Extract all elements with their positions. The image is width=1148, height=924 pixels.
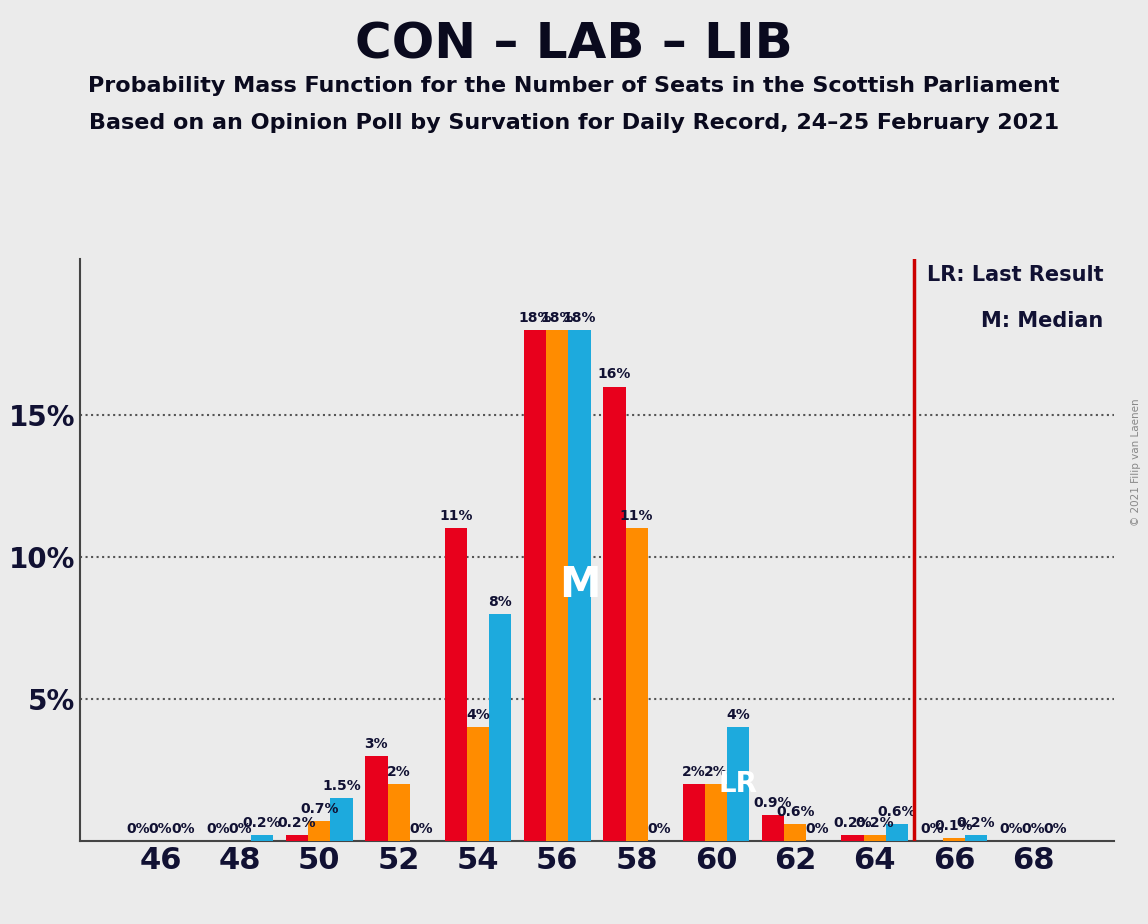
Bar bbox=[943, 838, 965, 841]
Bar bbox=[546, 330, 568, 841]
Bar bbox=[489, 614, 511, 841]
Bar bbox=[784, 824, 806, 841]
Text: 0%: 0% bbox=[920, 821, 944, 835]
Text: Probability Mass Function for the Number of Seats in the Scottish Parliament: Probability Mass Function for the Number… bbox=[88, 76, 1060, 96]
Text: 0.2%: 0.2% bbox=[278, 816, 317, 830]
Text: 0%: 0% bbox=[647, 821, 670, 835]
Bar bbox=[331, 798, 352, 841]
Bar bbox=[308, 821, 331, 841]
Bar bbox=[444, 529, 467, 841]
Bar bbox=[286, 835, 308, 841]
Text: 1.5%: 1.5% bbox=[323, 779, 360, 793]
Bar bbox=[388, 784, 410, 841]
Text: LR: LR bbox=[719, 770, 758, 798]
Text: 18%: 18% bbox=[519, 310, 552, 324]
Text: 0.2%: 0.2% bbox=[833, 816, 871, 830]
Text: 4%: 4% bbox=[466, 708, 490, 723]
Text: 0%: 0% bbox=[806, 821, 829, 835]
Text: M: M bbox=[559, 565, 600, 606]
Text: 0%: 0% bbox=[171, 821, 195, 835]
Text: 16%: 16% bbox=[598, 368, 631, 382]
Text: 0%: 0% bbox=[228, 821, 251, 835]
Text: 0%: 0% bbox=[409, 821, 433, 835]
Text: CON – LAB – LIB: CON – LAB – LIB bbox=[355, 20, 793, 68]
Text: 11%: 11% bbox=[620, 509, 653, 523]
Text: 0.2%: 0.2% bbox=[243, 816, 281, 830]
Text: 4%: 4% bbox=[727, 708, 750, 723]
Text: 0%: 0% bbox=[205, 821, 230, 835]
Text: 0.2%: 0.2% bbox=[956, 816, 995, 830]
Text: 0%: 0% bbox=[149, 821, 172, 835]
Bar bbox=[604, 386, 626, 841]
Bar bbox=[886, 824, 908, 841]
Text: 0%: 0% bbox=[1022, 821, 1045, 835]
Bar bbox=[863, 835, 886, 841]
Bar bbox=[467, 727, 489, 841]
Text: 11%: 11% bbox=[439, 509, 473, 523]
Bar bbox=[251, 835, 273, 841]
Text: Based on an Opinion Poll by Survation for Daily Record, 24–25 February 2021: Based on an Opinion Poll by Survation fo… bbox=[88, 113, 1060, 133]
Text: 18%: 18% bbox=[541, 310, 574, 324]
Text: 8%: 8% bbox=[488, 594, 512, 609]
Text: 18%: 18% bbox=[563, 310, 596, 324]
Text: 2%: 2% bbox=[682, 765, 706, 779]
Text: 0.2%: 0.2% bbox=[855, 816, 894, 830]
Text: 0.6%: 0.6% bbox=[776, 805, 815, 819]
Bar bbox=[965, 835, 987, 841]
Bar bbox=[762, 815, 784, 841]
Text: 0.9%: 0.9% bbox=[754, 796, 792, 810]
Bar bbox=[626, 529, 647, 841]
Text: LR: Last Result: LR: Last Result bbox=[926, 264, 1103, 285]
Text: M: Median: M: Median bbox=[982, 311, 1103, 331]
Text: 3%: 3% bbox=[365, 736, 388, 750]
Text: 0.6%: 0.6% bbox=[877, 805, 916, 819]
Bar bbox=[705, 784, 727, 841]
Bar bbox=[523, 330, 546, 841]
Text: 0%: 0% bbox=[999, 821, 1023, 835]
Bar bbox=[841, 835, 863, 841]
Bar bbox=[365, 756, 388, 841]
Text: 0%: 0% bbox=[126, 821, 150, 835]
Bar bbox=[683, 784, 705, 841]
Text: © 2021 Filip van Laenen: © 2021 Filip van Laenen bbox=[1131, 398, 1141, 526]
Bar bbox=[568, 330, 590, 841]
Text: 2%: 2% bbox=[704, 765, 728, 779]
Text: 0%: 0% bbox=[1044, 821, 1068, 835]
Bar bbox=[727, 727, 750, 841]
Text: 2%: 2% bbox=[387, 765, 411, 779]
Text: 0.1%: 0.1% bbox=[934, 819, 974, 833]
Text: 0.7%: 0.7% bbox=[300, 802, 339, 816]
